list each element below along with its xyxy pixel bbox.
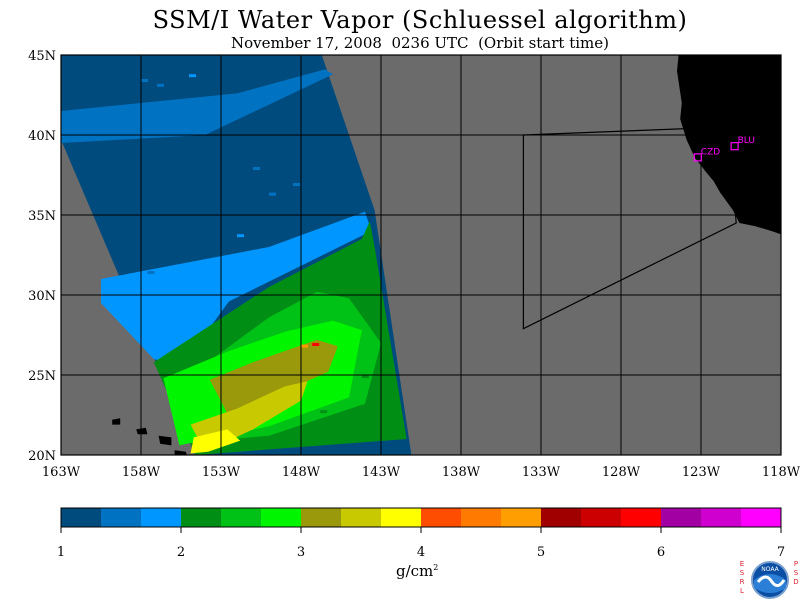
swath-pixel	[293, 183, 300, 186]
lat-label: 40N	[28, 129, 56, 144]
swath-pixel	[157, 83, 164, 87]
lon-label: 148W	[282, 465, 321, 480]
lon-label: 153W	[202, 465, 241, 480]
lon-label: 133W	[522, 465, 561, 480]
map-subtitle: November 17, 2008 0236 UTC (Orbit start …	[230, 34, 609, 52]
swath-pixel	[269, 192, 276, 196]
swath-pixel	[147, 271, 155, 274]
noaa-emblem-icon: NOAA	[751, 561, 789, 599]
colorbar-swatch	[341, 508, 382, 527]
colorbar-swatch	[221, 508, 262, 527]
latitude-labels: 45N 40N 35N 30N 25N 20N	[28, 49, 56, 464]
lon-label: 158W	[122, 465, 161, 480]
swath-band-0	[61, 69, 333, 143]
map-area: CZD BLU	[61, 55, 781, 455]
colorbar-swatch	[461, 508, 502, 527]
lon-label: 163W	[42, 465, 81, 480]
colorbar-swatch	[101, 508, 142, 527]
longitude-labels: 163W 158W 153W 148W 143W 138W 133W 128W 123W 118W	[42, 465, 800, 480]
colorbar-swatch	[581, 508, 622, 527]
colorbar-swatch	[61, 508, 102, 527]
colorbar-swatch	[621, 508, 662, 527]
station-label: BLU	[738, 136, 755, 146]
colorbar-tick-label: 3	[297, 545, 305, 560]
lon-label: 123W	[682, 465, 721, 480]
colorbar-swatch	[421, 508, 462, 527]
colorbar-tick-labels: 1 2 3 4 5 6 7	[57, 527, 785, 560]
colorbar-swatch	[741, 508, 782, 527]
station-label: CZD	[701, 147, 720, 157]
colorbar-swatch	[181, 508, 222, 527]
map-title: SSM/I Water Vapor (Schluessel algorithm)	[152, 6, 688, 34]
colorbar-tick-label: 1	[57, 545, 65, 560]
hawaii-island-3	[174, 450, 187, 455]
station-markers: CZD BLU	[693, 136, 755, 162]
swath-pixel	[141, 79, 148, 82]
station-marker-icon	[730, 142, 739, 151]
swath-pixel	[320, 410, 328, 414]
noaa-emblem-text: NOAA	[761, 566, 779, 573]
colorbar-tick-label: 2	[177, 545, 185, 560]
land-layer	[112, 55, 781, 455]
swath-pixel	[189, 74, 196, 78]
colorbar-swatch	[141, 508, 182, 527]
swath-band-1	[101, 211, 372, 367]
lat-label: 30N	[28, 289, 56, 304]
colorbar	[60, 507, 782, 528]
colorbar-swatch	[661, 508, 702, 527]
hawaii-island-2	[158, 435, 172, 446]
units-base: g/cm	[396, 562, 434, 580]
station-blu: BLU	[730, 136, 755, 151]
colorbar-tick-label: 7	[777, 545, 785, 560]
swath-pixel	[312, 343, 320, 346]
lat-label: 25N	[28, 369, 56, 384]
colorbar-swatch	[501, 508, 542, 527]
swath-pixel	[301, 344, 308, 348]
colorbar-tick-label: 5	[537, 545, 545, 560]
lat-label: 35N	[28, 209, 56, 224]
lat-label: 45N	[28, 49, 56, 64]
hawaii-island-1	[136, 427, 148, 435]
hawaii-island-0	[112, 418, 121, 425]
lon-label: 118W	[762, 465, 800, 480]
graticule	[61, 55, 781, 455]
colorbar-units: g/cm2	[396, 562, 438, 580]
lon-label: 128W	[602, 465, 641, 480]
swath-pixel	[253, 167, 260, 170]
map-frame	[60, 54, 782, 456]
water-vapor-swath	[61, 55, 412, 455]
colorbar-tick-label: 6	[657, 545, 665, 560]
lon-label: 143W	[362, 465, 401, 480]
swath-pixel	[237, 234, 244, 238]
domain-outline	[522, 126, 737, 330]
colorbar-swatch	[541, 508, 582, 527]
lat-label: 20N	[28, 449, 56, 464]
north-america-land	[677, 55, 781, 235]
swath-band-5	[209, 339, 338, 417]
colorbar-swatch	[261, 508, 302, 527]
swath-band-7	[190, 429, 241, 454]
colorbar-tick-label: 4	[417, 545, 425, 560]
swath-pixel	[361, 375, 369, 378]
colorbar-swatch	[381, 508, 422, 527]
units-exponent: 2	[433, 563, 439, 572]
colorbar-swatch	[301, 508, 342, 527]
lon-label: 138W	[442, 465, 481, 480]
station-marker-icon	[693, 153, 702, 162]
station-czd: CZD	[693, 147, 720, 162]
colorbar-swatch	[701, 508, 742, 527]
